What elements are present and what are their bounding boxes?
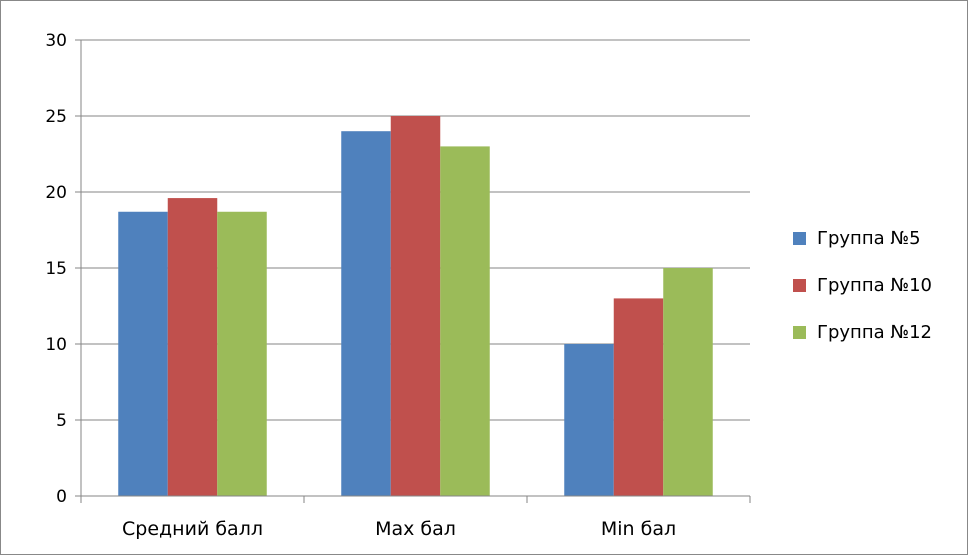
y-tick-label: 25 bbox=[45, 107, 67, 127]
y-tick-label: 5 bbox=[56, 411, 67, 431]
y-tick-label: 0 bbox=[56, 487, 67, 507]
legend-item: Группа №12 bbox=[793, 322, 932, 343]
bar-1-2 bbox=[341, 131, 391, 496]
axes bbox=[75, 40, 751, 503]
legend-swatch bbox=[793, 279, 806, 292]
legend: Группа №5 Группа №10 Группа №12 bbox=[793, 228, 932, 343]
x-category-label: Средний балл bbox=[122, 518, 263, 540]
legend-item: Группа №10 bbox=[793, 275, 932, 296]
bar-3-2 bbox=[440, 146, 490, 496]
legend-label: Группа №10 bbox=[817, 275, 932, 296]
x-category-label: Min бал bbox=[601, 518, 676, 540]
bar-3-1 bbox=[217, 211, 267, 496]
legend-item: Группа №5 bbox=[793, 228, 921, 249]
legend-label: Группа №12 bbox=[817, 322, 932, 343]
bar-2-3 bbox=[613, 298, 664, 496]
x-category-label: Max бал bbox=[375, 518, 456, 540]
y-tick-label: 10 bbox=[45, 335, 67, 355]
legend-swatch bbox=[793, 326, 806, 339]
bar-2-2 bbox=[390, 116, 441, 496]
y-tick-label: 15 bbox=[45, 259, 67, 279]
x-axis-category-labels: Средний балл Max бал Min бал bbox=[122, 518, 676, 540]
y-tick-label: 30 bbox=[45, 31, 67, 51]
legend-swatch bbox=[793, 232, 806, 245]
bar-2-1 bbox=[167, 198, 218, 496]
bar-1-3 bbox=[564, 344, 614, 496]
y-tick-label: 20 bbox=[45, 183, 67, 203]
y-axis-tick-labels: 0 5 10 15 20 25 30 bbox=[45, 31, 67, 507]
bar-1-1 bbox=[118, 211, 168, 496]
bar-3-3 bbox=[663, 268, 713, 496]
legend-label: Группа №5 bbox=[817, 228, 921, 249]
bars bbox=[118, 116, 713, 496]
